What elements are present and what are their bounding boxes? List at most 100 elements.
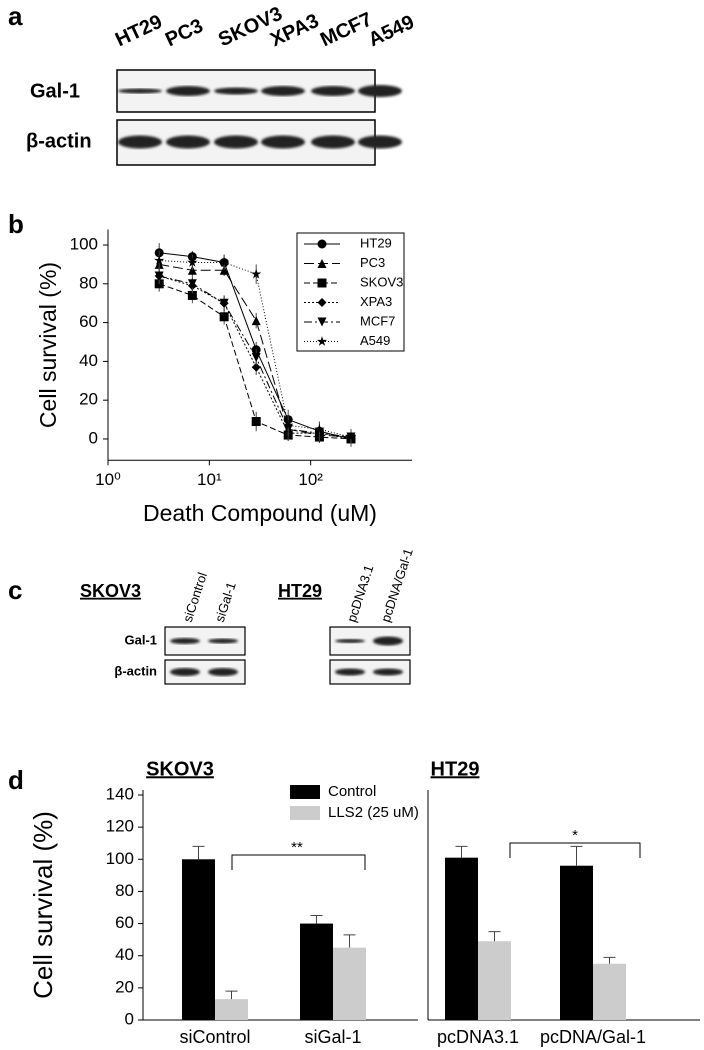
legend-marker xyxy=(317,298,327,307)
marker xyxy=(251,417,261,427)
blot-band xyxy=(170,668,200,676)
legend-label: XPA3 xyxy=(360,294,392,309)
row-label: β-actin xyxy=(26,130,92,152)
legend-marker xyxy=(317,317,327,327)
y-tick-label: 80 xyxy=(79,273,98,292)
marker xyxy=(251,316,261,326)
legend-label: PC3 xyxy=(360,255,385,270)
panel-label: a xyxy=(8,1,23,31)
error-bar xyxy=(455,845,468,858)
legend-marker xyxy=(316,336,328,346)
x-tick-label: siControl xyxy=(179,1027,250,1047)
blot-band xyxy=(373,668,403,676)
y-tick-label: 20 xyxy=(79,390,98,409)
bar xyxy=(560,865,593,1020)
error-bar xyxy=(310,915,323,924)
error-bar xyxy=(570,845,583,866)
legend-label: LLS2 (25 uM) xyxy=(328,804,419,821)
marker xyxy=(251,268,262,279)
lane-label: A549 xyxy=(365,11,418,51)
blot-band xyxy=(170,638,200,644)
y-axis-label: Cell survival (%) xyxy=(35,262,61,428)
bar xyxy=(445,857,478,1020)
marker xyxy=(283,419,294,430)
blot-band xyxy=(311,135,355,149)
blot-band xyxy=(208,668,238,676)
y-tick-label: 0 xyxy=(125,1009,134,1028)
marker xyxy=(154,271,164,281)
y-tick-label: 120 xyxy=(106,817,134,836)
error-bar xyxy=(192,845,205,860)
y-tick-label: 100 xyxy=(106,849,134,868)
y-tick-label: 0 xyxy=(89,428,98,447)
row-label: β-actin xyxy=(114,663,157,678)
lane-label: pcDNA3.1 xyxy=(344,563,377,624)
blot-band xyxy=(311,86,355,96)
blot-band xyxy=(261,135,305,149)
blot-band xyxy=(358,85,402,97)
blot-band xyxy=(214,135,258,149)
blot-band xyxy=(358,135,402,149)
legend-label: MCF7 xyxy=(360,313,395,328)
marker xyxy=(187,290,197,300)
legend-box xyxy=(296,232,405,352)
panel-label: d xyxy=(8,765,24,795)
x-tick-label: 10¹ xyxy=(197,470,222,489)
legend-marker xyxy=(317,239,327,249)
lane-label: siControl xyxy=(180,570,210,624)
legend-label: HT29 xyxy=(360,235,392,250)
bar xyxy=(478,941,511,1020)
y-tick-label: 60 xyxy=(115,913,134,932)
error-bar xyxy=(603,956,616,964)
x-tick-label: pcDNA3.1 xyxy=(437,1027,519,1047)
y-tick-label: 40 xyxy=(79,351,98,370)
group-title: SKOV3 xyxy=(80,581,141,601)
panel-label: c xyxy=(8,575,22,605)
marker xyxy=(251,353,261,363)
y-tick-label: 40 xyxy=(115,945,134,964)
legend-marker xyxy=(317,259,327,268)
panel-label: b xyxy=(8,209,24,239)
blot-band xyxy=(214,87,258,95)
y-tick-label: 20 xyxy=(115,977,134,996)
x-axis-label: Death Compound (uM) xyxy=(143,500,377,526)
bracket xyxy=(509,842,641,858)
group-title: HT29 xyxy=(431,758,480,780)
legend-label: A549 xyxy=(360,333,390,348)
blot-band xyxy=(335,668,365,676)
marker xyxy=(187,279,197,289)
y-axis-label: Cell survival (%) xyxy=(28,811,58,999)
legend-swatch xyxy=(290,785,320,799)
error-bar xyxy=(225,990,238,1000)
y-tick-label: 140 xyxy=(106,784,134,803)
group-title: SKOV3 xyxy=(146,758,214,780)
blot-band xyxy=(166,135,210,149)
x-tick-label: 10⁰ xyxy=(95,470,121,489)
legend-marker xyxy=(317,278,327,288)
blot-band xyxy=(373,636,403,646)
marker xyxy=(219,257,230,267)
group-title: HT29 xyxy=(278,581,322,601)
bar xyxy=(300,923,333,1020)
y-tick-label: 60 xyxy=(79,312,98,331)
blot-band xyxy=(335,639,365,643)
marker xyxy=(219,312,229,322)
marker xyxy=(314,423,325,434)
error-bar xyxy=(343,934,356,948)
lane-label: PC3 xyxy=(162,15,207,51)
blot-band xyxy=(261,86,305,96)
x-tick-label: siGal-1 xyxy=(304,1027,361,1047)
legend-label: Control xyxy=(328,783,376,800)
bracket xyxy=(231,854,366,870)
legend-label: SKOV3 xyxy=(360,274,403,289)
blot-band xyxy=(118,135,162,149)
y-tick-label: 100 xyxy=(70,235,98,254)
marker xyxy=(219,298,229,308)
bar xyxy=(215,999,248,1020)
lane-label: pcDNA/Gal-1 xyxy=(378,547,416,624)
row-label: Gal-1 xyxy=(30,80,80,102)
marker xyxy=(154,255,165,265)
marker xyxy=(187,257,198,267)
bar xyxy=(333,947,366,1020)
